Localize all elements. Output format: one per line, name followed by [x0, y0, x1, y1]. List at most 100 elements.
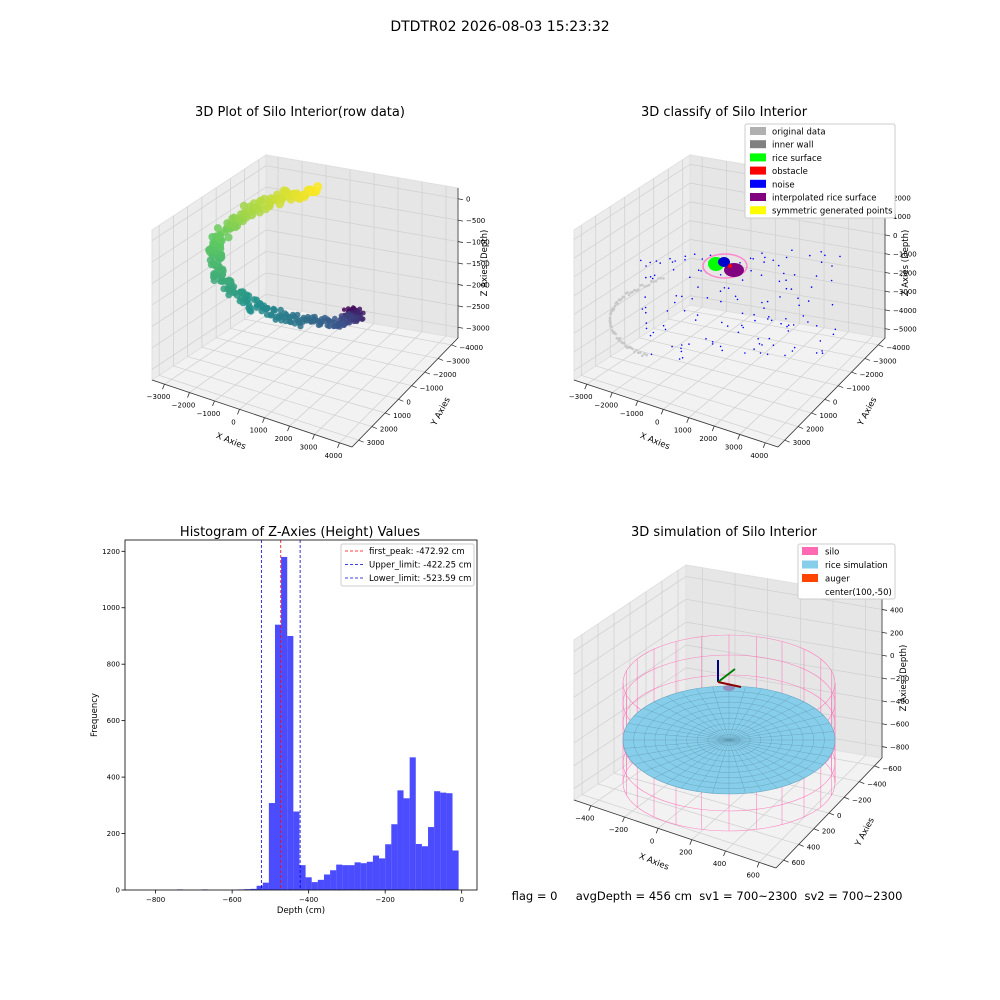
y-tick-label: 0 [837, 812, 841, 820]
original-point [641, 354, 644, 358]
z-tick-label: −400 [890, 698, 909, 706]
noise-point [644, 296, 646, 298]
legend-swatch [750, 193, 766, 201]
x-tick-label: −3000 [569, 393, 593, 401]
raw3d-title: 3D Plot of Silo Interior(row data) [195, 105, 405, 120]
y-gridline [159, 374, 359, 441]
y-tick-label: 200 [822, 828, 835, 836]
y-tick [437, 358, 444, 361]
histogram-bar [452, 850, 459, 890]
noise-point [787, 324, 790, 327]
noise-point [666, 310, 669, 312]
noise-point [672, 269, 675, 271]
data-point [220, 285, 228, 293]
z-tick [884, 234, 891, 237]
z-gridline [689, 239, 886, 273]
noise-point [645, 311, 647, 314]
classify3d-plot: −3000−2000−100001000200030004000−4000−30… [569, 123, 917, 460]
x-tick-label: −2000 [172, 402, 196, 410]
histogram-bar [323, 874, 331, 890]
x-gridline [289, 327, 399, 427]
center-axis-x [717, 681, 742, 688]
x-gridline [189, 310, 303, 393]
noise-point [674, 260, 676, 262]
original-point [641, 283, 644, 287]
z-gridline [573, 621, 687, 698]
original-point [643, 285, 646, 289]
x-tick-label: 400 [713, 860, 726, 868]
z-gridline [689, 220, 886, 254]
noise-point [777, 264, 780, 267]
z-tick [881, 723, 888, 726]
x-tick [287, 425, 290, 432]
y-tick [358, 439, 364, 443]
y-tick-label: −1000 [846, 385, 870, 393]
noise-point [752, 258, 754, 260]
y-axis-label: Y Axies [856, 395, 880, 428]
x-axis-line [573, 799, 777, 869]
noise-point [815, 275, 818, 277]
original-point [620, 297, 623, 301]
x-axis-label: X Axies [214, 431, 247, 452]
legend-swatch [802, 547, 818, 555]
x-tick-label: 3000 [725, 443, 743, 451]
y-tick [851, 371, 857, 375]
histogram-bar [305, 877, 312, 890]
y-tick-label: 400 [107, 774, 120, 782]
noise-point [792, 324, 795, 326]
legend-label: rice simulation [825, 561, 888, 571]
z-gridline [265, 272, 459, 307]
histogram-bar [354, 862, 361, 890]
x-tick-label: −3000 [147, 393, 171, 401]
x-tick [162, 384, 165, 390]
y-tick [783, 859, 789, 863]
x-gridline [214, 315, 327, 402]
z-tick [884, 328, 891, 331]
x-gridline [586, 306, 703, 385]
z-tick [884, 290, 891, 293]
noise-point [652, 331, 655, 334]
histogram-bar [409, 757, 416, 890]
histogram-vlines [260, 540, 301, 890]
data-point [207, 260, 216, 269]
z-tick-label: −1000 [893, 251, 917, 259]
noise-point [734, 295, 737, 298]
raw-points [205, 182, 366, 330]
noise-point [750, 269, 752, 272]
noise-point [671, 345, 673, 348]
original-point [613, 304, 617, 308]
noise-point [770, 319, 773, 322]
original-point [645, 284, 648, 288]
x-tick-label: 0 [231, 418, 235, 426]
original-point [645, 353, 648, 357]
noise-point [791, 249, 793, 251]
z-tick [457, 326, 464, 329]
y-gridline [624, 346, 825, 400]
noise-point [780, 322, 782, 325]
x-gridline [339, 335, 447, 444]
noise-point [700, 270, 702, 272]
histogram-bar [281, 556, 288, 890]
x-gridline [239, 319, 351, 410]
original-point [647, 283, 651, 287]
z-gridline [685, 621, 883, 656]
raw3d-plot: −3000−2000−100001000200030004000−4000−30… [147, 154, 490, 460]
x-tick [756, 862, 760, 868]
z-gridline [265, 251, 459, 285]
noise-point [645, 327, 648, 330]
z-tick-label: −3000 [466, 324, 490, 332]
noise-point [641, 308, 644, 310]
noise-point [645, 265, 647, 267]
x-tick-label: 200 [679, 849, 692, 857]
y-gridline [216, 337, 412, 387]
x-tick-label: 0 [650, 837, 654, 845]
noise-point [830, 279, 833, 282]
y-tick-label: 2000 [806, 426, 824, 434]
legend-box [340, 543, 475, 587]
z-tick-label: −2500 [466, 303, 490, 311]
z-tick-label: −800 [890, 744, 909, 752]
z-gridline [573, 164, 691, 240]
y-gridline [668, 318, 866, 359]
noise-point [758, 343, 761, 345]
noise-point [807, 300, 810, 302]
